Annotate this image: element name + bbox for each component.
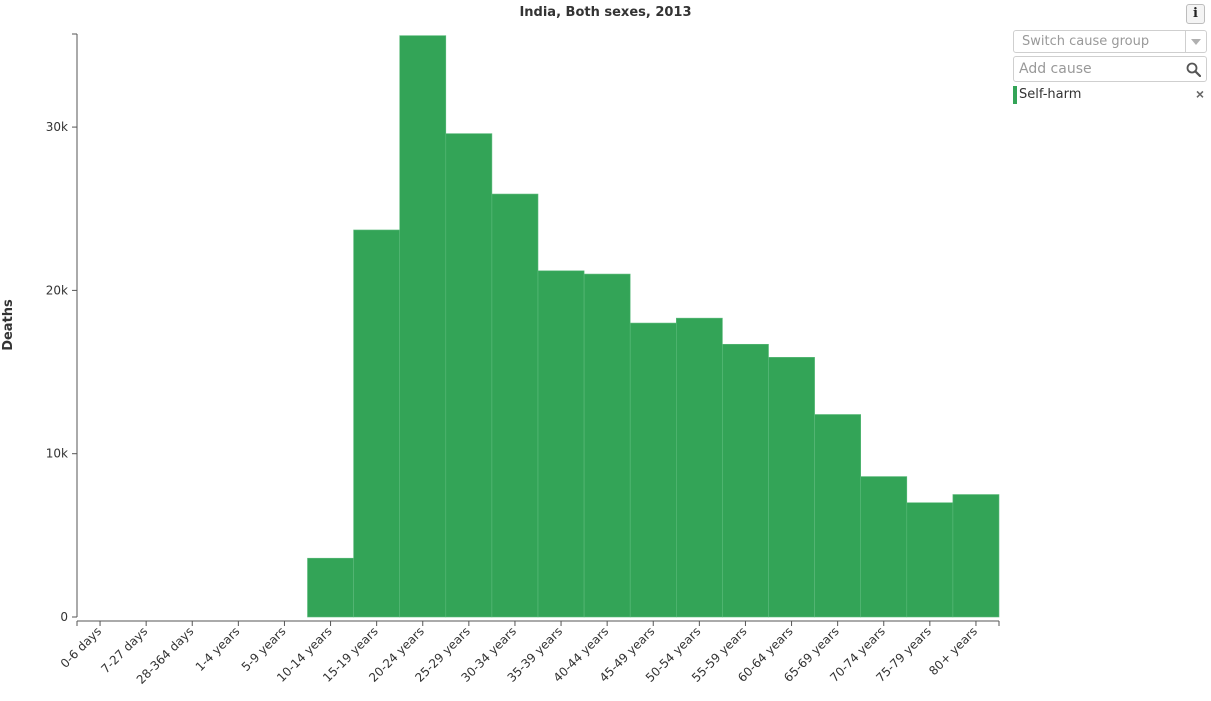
add-cause-input[interactable] bbox=[1019, 59, 1179, 79]
info-button[interactable]: i bbox=[1186, 4, 1205, 24]
chevron-down-icon bbox=[1191, 39, 1201, 45]
bars bbox=[307, 35, 1000, 618]
y-tick-label: 30k bbox=[46, 120, 68, 134]
bar-50-54-years[interactable] bbox=[675, 317, 723, 618]
y-tick-label: 10k bbox=[46, 447, 68, 461]
bar-45-49-years[interactable] bbox=[629, 322, 677, 618]
bar-35-39-years[interactable] bbox=[537, 270, 585, 618]
bar-20-24-years[interactable] bbox=[399, 35, 447, 618]
y-tick-label: 20k bbox=[46, 283, 68, 297]
search-icon[interactable] bbox=[1186, 62, 1201, 77]
switch-cause-group-placeholder: Switch cause group bbox=[1022, 34, 1150, 49]
chart-title: India, Both sexes, 2013 bbox=[519, 5, 692, 20]
bar-25-29-years[interactable] bbox=[445, 133, 493, 618]
x-tick-label: 0-6 days bbox=[58, 624, 104, 670]
bar-75-79-years[interactable] bbox=[906, 502, 954, 618]
bar-60-64-years[interactable] bbox=[768, 357, 815, 618]
cause-legend-item: Self-harm × bbox=[1013, 86, 1207, 104]
remove-cause-button[interactable]: × bbox=[1195, 86, 1204, 102]
bar-70-74-years[interactable] bbox=[860, 476, 908, 618]
y-tick-label: 0 bbox=[60, 610, 68, 624]
x-tick-label: 1-4 years bbox=[193, 624, 243, 674]
bar-55-59-years[interactable] bbox=[722, 343, 769, 618]
cause-label: Self-harm bbox=[1019, 87, 1082, 102]
cause-color-swatch bbox=[1013, 86, 1017, 104]
y-axis-label: Deaths bbox=[1, 299, 16, 351]
dropdown-button[interactable] bbox=[1185, 31, 1206, 52]
bar-10-14-years[interactable] bbox=[307, 557, 354, 618]
x-tick-label: 80+ years bbox=[926, 624, 980, 678]
bar-30-34-years[interactable] bbox=[491, 193, 539, 618]
bar-80-years[interactable] bbox=[952, 494, 1000, 618]
info-icon: i bbox=[1193, 6, 1198, 21]
bar-15-19-years[interactable] bbox=[353, 229, 401, 618]
switch-cause-group-select[interactable]: Switch cause group bbox=[1013, 30, 1207, 53]
add-cause-field[interactable] bbox=[1013, 56, 1207, 82]
bar-40-44-years[interactable] bbox=[583, 273, 631, 618]
bar-65-69-years[interactable] bbox=[814, 414, 861, 618]
